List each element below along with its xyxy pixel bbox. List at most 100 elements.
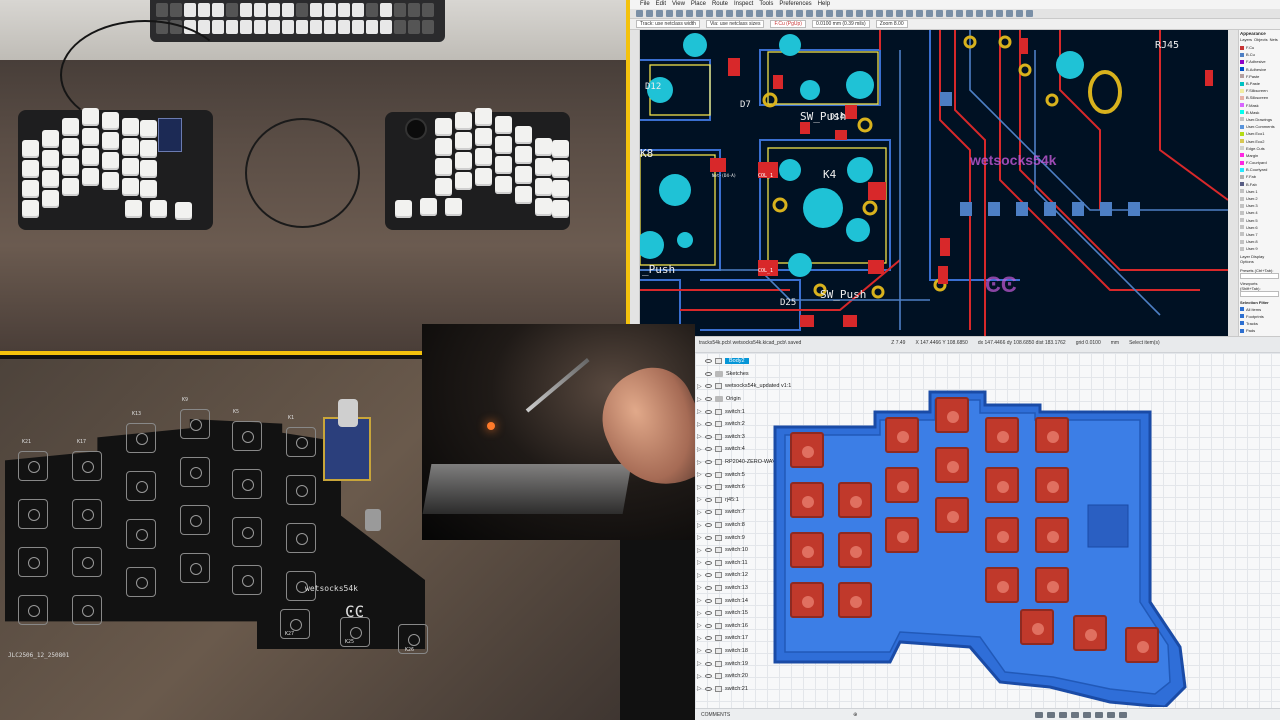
expand-arrow-icon[interactable]: ▷ bbox=[697, 446, 702, 453]
switch-pocket[interactable] bbox=[1035, 417, 1069, 453]
toolbar-tool-icon[interactable] bbox=[976, 10, 983, 17]
layer-color-swatch[interactable] bbox=[1240, 246, 1244, 251]
browser-node[interactable]: ▷ switch:17 bbox=[695, 632, 820, 645]
toolbar-tool-icon[interactable] bbox=[906, 10, 913, 17]
toolbar-tool-icon[interactable] bbox=[886, 10, 893, 17]
layer-row[interactable]: User.Eco2 bbox=[1240, 137, 1279, 144]
selection-filter-item[interactable]: All items bbox=[1240, 305, 1279, 312]
expand-arrow-icon[interactable]: ▷ bbox=[697, 396, 702, 403]
toolbar-tool-icon[interactable] bbox=[726, 10, 733, 17]
menu-tools[interactable]: Tools bbox=[759, 1, 774, 7]
visibility-eye-icon[interactable] bbox=[705, 648, 712, 653]
visibility-eye-icon[interactable] bbox=[705, 623, 712, 628]
layer-color-swatch[interactable] bbox=[1240, 153, 1244, 158]
toolbar-tool-icon[interactable] bbox=[846, 10, 853, 17]
layer-row[interactable]: B.Paste bbox=[1240, 80, 1279, 87]
toolbar-tool-icon[interactable] bbox=[956, 10, 963, 17]
switch-pocket[interactable] bbox=[1073, 615, 1107, 651]
layer-row[interactable]: User.6 bbox=[1240, 224, 1279, 231]
toolbar-tool-icon[interactable] bbox=[826, 10, 833, 17]
browser-node[interactable]: ▷ switch:21 bbox=[695, 682, 820, 695]
checkbox-icon[interactable] bbox=[1240, 314, 1244, 319]
browser-node[interactable]: ▷ switch:7 bbox=[695, 506, 820, 519]
layer-color-swatch[interactable] bbox=[1240, 95, 1244, 100]
visibility-eye-icon[interactable] bbox=[705, 560, 712, 565]
expand-arrow-icon[interactable]: ▷ bbox=[697, 535, 702, 542]
browser-node[interactable]: ▷ Origin bbox=[695, 393, 820, 406]
selection-filter-item[interactable]: Tracks bbox=[1240, 320, 1279, 327]
switch-pocket[interactable] bbox=[885, 417, 919, 453]
layer-color-swatch[interactable] bbox=[1240, 52, 1244, 57]
layer-row[interactable]: User.7 bbox=[1240, 231, 1279, 238]
switch-pocket[interactable] bbox=[790, 482, 824, 518]
layer-color-swatch[interactable] bbox=[1240, 110, 1244, 115]
visibility-eye-icon[interactable] bbox=[705, 409, 712, 414]
layer-row[interactable]: F.Paste bbox=[1240, 73, 1279, 80]
pcb-canvas[interactable]: wetsocks54k ϾϾ D12 SW_Push K4 SW_Push D2… bbox=[640, 30, 1228, 336]
toolbar-tool-icon[interactable] bbox=[856, 10, 863, 17]
look-at-icon[interactable] bbox=[1047, 711, 1056, 718]
switch-pocket[interactable] bbox=[985, 417, 1019, 453]
selection-filter-item[interactable]: Pads bbox=[1240, 327, 1279, 334]
layer-row[interactable]: User.8 bbox=[1240, 238, 1279, 245]
toolbar-tool-icon[interactable] bbox=[1006, 10, 1013, 17]
layer-row[interactable]: B.Silkscreen bbox=[1240, 94, 1279, 101]
toolbar-tool-icon[interactable] bbox=[966, 10, 973, 17]
switch-pocket[interactable] bbox=[985, 467, 1019, 503]
checkbox-icon[interactable] bbox=[1240, 307, 1244, 312]
visibility-eye-icon[interactable] bbox=[705, 497, 712, 502]
layer-row[interactable]: Margin bbox=[1240, 152, 1279, 159]
layer-color-swatch[interactable] bbox=[1240, 146, 1244, 151]
visibility-eye-icon[interactable] bbox=[705, 573, 712, 578]
toolbar-tool-icon[interactable] bbox=[936, 10, 943, 17]
comments-label[interactable]: COMMENTS bbox=[701, 711, 731, 718]
expand-arrow-icon[interactable]: ▷ bbox=[697, 434, 702, 441]
expand-arrow-icon[interactable]: ▷ bbox=[697, 472, 702, 479]
toolbar-tool-icon[interactable] bbox=[686, 10, 693, 17]
layer-color-swatch[interactable] bbox=[1240, 203, 1244, 208]
layer-color-swatch[interactable] bbox=[1240, 131, 1244, 136]
browser-node[interactable]: ▷ switch:5 bbox=[695, 468, 820, 481]
layer-row[interactable]: B.Mask bbox=[1240, 109, 1279, 116]
expand-arrow-icon[interactable]: ▷ bbox=[697, 484, 702, 491]
layer-row[interactable]: B.Fab bbox=[1240, 181, 1279, 188]
toolbar-tool-icon[interactable] bbox=[736, 10, 743, 17]
browser-node[interactable]: ▷ switch:20 bbox=[695, 670, 820, 683]
visibility-eye-icon[interactable] bbox=[705, 535, 712, 540]
layer-color-swatch[interactable] bbox=[1240, 167, 1244, 172]
layer-row[interactable]: B.Adhesive bbox=[1240, 66, 1279, 73]
switch-pocket[interactable] bbox=[790, 432, 824, 468]
toolbar-tool-icon[interactable] bbox=[986, 10, 993, 17]
menu-file[interactable]: File bbox=[640, 1, 650, 7]
layer-color-swatch[interactable] bbox=[1240, 88, 1244, 93]
switch-pocket[interactable] bbox=[1020, 609, 1054, 645]
layer-color-swatch[interactable] bbox=[1240, 117, 1244, 122]
toolbar-tool-icon[interactable] bbox=[816, 10, 823, 17]
expand-arrow-icon[interactable]: ▷ bbox=[697, 522, 702, 529]
expand-arrow-icon[interactable]: ▷ bbox=[697, 585, 702, 592]
layer-color-swatch[interactable] bbox=[1240, 59, 1244, 64]
layer-color-swatch[interactable] bbox=[1240, 225, 1244, 230]
browser-node[interactable]: Sketches bbox=[695, 368, 820, 381]
layer-row[interactable]: User.Comments bbox=[1240, 123, 1279, 130]
layer-row[interactable]: User.5 bbox=[1240, 217, 1279, 224]
toolbar-tool-icon[interactable] bbox=[706, 10, 713, 17]
browser-node[interactable]: ▷ switch:19 bbox=[695, 657, 820, 670]
toolbar-tool-icon[interactable] bbox=[1016, 10, 1023, 17]
visibility-eye-icon[interactable] bbox=[705, 359, 712, 364]
menu-inspect[interactable]: Inspect bbox=[733, 1, 754, 7]
layer-row[interactable]: User.4 bbox=[1240, 209, 1279, 216]
visibility-eye-icon[interactable] bbox=[705, 472, 712, 477]
expand-arrow-icon[interactable]: ▷ bbox=[697, 497, 702, 504]
expand-arrow-icon[interactable]: ▷ bbox=[697, 547, 702, 554]
visibility-eye-icon[interactable] bbox=[705, 674, 712, 679]
layer-color-swatch[interactable] bbox=[1240, 196, 1244, 201]
toolbar-tool-icon[interactable] bbox=[716, 10, 723, 17]
kicad-right-toolbar[interactable] bbox=[1228, 30, 1238, 336]
expand-arrow-icon[interactable]: ▷ bbox=[697, 572, 702, 579]
layer-color-swatch[interactable] bbox=[1240, 210, 1244, 215]
visibility-eye-icon[interactable] bbox=[705, 371, 712, 376]
toolbar-tool-icon[interactable] bbox=[916, 10, 923, 17]
switch-pocket[interactable] bbox=[790, 532, 824, 568]
switch-pocket[interactable] bbox=[885, 467, 919, 503]
